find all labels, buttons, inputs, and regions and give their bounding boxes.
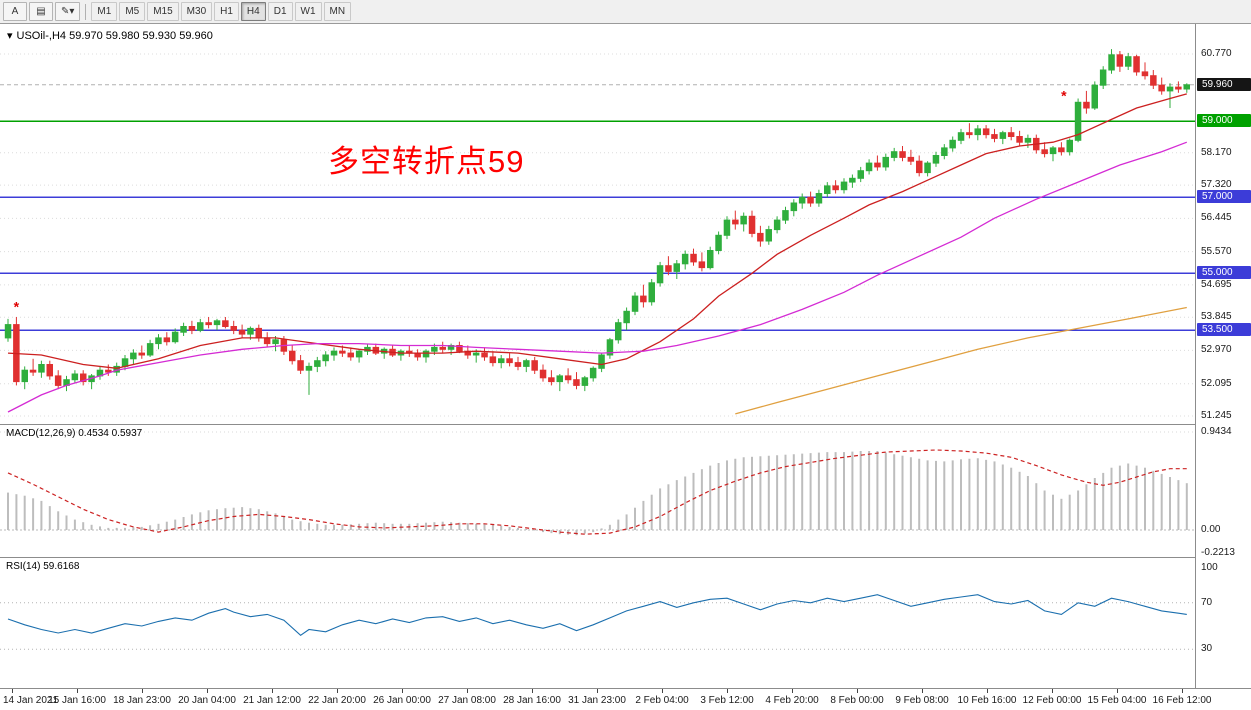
time-axis-label: 9 Feb 08:00 <box>895 695 949 706</box>
price-line-badge-55.000: 55.000 <box>1197 266 1251 280</box>
time-tick <box>402 689 403 693</box>
price-axis-label: 52.095 <box>1201 377 1232 389</box>
price-chart-panel[interactable]: * * <box>0 24 1195 429</box>
time-axis-label: 4 Feb 20:00 <box>765 695 819 706</box>
price-axis-label: 51.245 <box>1201 409 1232 421</box>
rsi-canvas[interactable] <box>0 558 1195 688</box>
svg-text:*: * <box>14 298 20 314</box>
time-axis-label: 15 Jan 16:00 <box>48 695 106 706</box>
rsi-axis-label: 70 <box>1201 596 1213 608</box>
time-axis-label: 2 Feb 04:00 <box>635 695 689 706</box>
time-tick <box>1052 689 1053 693</box>
macd-canvas[interactable] <box>0 425 1195 557</box>
time-tick <box>532 689 533 693</box>
time-tick <box>857 689 858 693</box>
macd-axis-label: 0.00 <box>1201 524 1221 535</box>
time-axis-label: 27 Jan 08:00 <box>438 695 496 706</box>
panel-divider[interactable] <box>0 557 1251 558</box>
timeframe-button-group: M1 M5 M15 M30 H1 H4 D1 W1 MN <box>91 2 352 21</box>
chart-title: ▾ USOil-,H4 59.970 59.980 59.930 59.960 <box>7 29 213 43</box>
time-tick <box>1182 689 1183 693</box>
price-axis-label: 56.445 <box>1201 212 1232 224</box>
tool-button-group: A ▤ ✎▾ <box>3 2 81 21</box>
price-line-badge-57.000: 57.000 <box>1197 190 1251 204</box>
time-tick <box>77 689 78 693</box>
macd-panel[interactable] <box>0 425 1195 562</box>
annotation-text[interactable]: 多空转折点59 <box>328 144 525 179</box>
time-tick <box>597 689 598 693</box>
time-tick <box>12 689 13 693</box>
price-axis-label: 60.770 <box>1201 48 1232 59</box>
time-axis-label: 15 Feb 04:00 <box>1087 695 1147 706</box>
price-axis-label: 57.320 <box>1201 179 1232 191</box>
price-axis-label: 55.570 <box>1201 245 1232 257</box>
time-axis-label: 10 Feb 16:00 <box>957 695 1017 706</box>
time-tick <box>662 689 663 693</box>
time-axis-label: 28 Jan 16:00 <box>503 695 561 706</box>
price-axis-label: 53.845 <box>1201 311 1232 323</box>
timeframe-button-w1[interactable]: W1 <box>294 2 322 21</box>
price-line-badge-59.000: 59.000 <box>1197 114 1251 128</box>
chart-type-tool-button[interactable]: ▤ <box>29 2 53 21</box>
time-tick <box>987 689 988 693</box>
chart-window: * * 60.770 58.170 57.320 56.445 55.570 54.695 5… <box>0 24 1251 710</box>
macd-indicator-label: MACD(12,26,9) 0.4534 0.5937 <box>6 428 143 439</box>
cursor-tool-button[interactable]: A <box>3 2 27 21</box>
time-axis-label: 26 Jan 00:00 <box>373 695 431 706</box>
time-axis-label: 21 Jan 12:00 <box>243 695 301 706</box>
price-line-badge-53.500: 53.500 <box>1197 323 1251 337</box>
rsi-axis-label: 30 <box>1201 643 1213 655</box>
time-axis-label: 12 Feb 00:00 <box>1022 695 1082 706</box>
timeframe-button-h4[interactable]: H4 <box>240 2 266 21</box>
time-axis-label: 16 Feb 12:00 <box>1152 695 1212 706</box>
toolbar: A ▤ ✎▾ M1 M5 M15 M30 H1 H4 D1 W1 MN <box>0 0 1251 24</box>
price-chart-canvas[interactable]: ** <box>0 24 1195 424</box>
timeframe-button-m30[interactable]: M30 <box>180 2 213 21</box>
timeframe-button-mn[interactable]: MN <box>323 2 352 21</box>
macd-axis-label: -0.2213 <box>1201 546 1235 558</box>
rsi-axis-label: 100 <box>1201 562 1218 573</box>
chart-title-text: USOil-,H4 59.970 59.980 59.930 59.960 <box>16 29 213 42</box>
objects-tool-button[interactable]: ✎▾ <box>55 2 81 21</box>
timeframe-button-m5[interactable]: M5 <box>119 2 146 21</box>
current-price-badge-59.960: 59.960 <box>1197 77 1251 91</box>
macd-axis-label: 0.9434 <box>1201 425 1232 437</box>
time-tick <box>922 689 923 693</box>
panel-divider[interactable] <box>0 424 1251 425</box>
time-axis-label: 18 Jan 23:00 <box>113 695 171 706</box>
rsi-panel[interactable] <box>0 558 1195 693</box>
time-tick <box>727 689 728 693</box>
time-tick <box>207 689 208 693</box>
time-axis-label: 3 Feb 12:00 <box>700 695 754 706</box>
price-axis-label: 52.970 <box>1201 344 1232 356</box>
time-axis-label: 8 Feb 00:00 <box>830 695 884 706</box>
time-tick <box>142 689 143 693</box>
price-axis-label: 54.695 <box>1201 278 1232 290</box>
timeframe-button-m15[interactable]: M15 <box>147 2 179 21</box>
svg-text:*: * <box>1061 87 1067 103</box>
timeframe-button-m1[interactable]: M1 <box>91 2 118 21</box>
price-axis-label: 58.170 <box>1201 146 1232 158</box>
timeframe-button-d1[interactable]: D1 <box>267 2 293 21</box>
toolbar-separator <box>85 3 87 20</box>
time-tick <box>272 689 273 693</box>
time-tick <box>337 689 338 693</box>
time-axis-label: 22 Jan 20:00 <box>308 695 366 706</box>
rsi-indicator-label: RSI(14) 59.6168 <box>6 561 80 572</box>
time-tick <box>792 689 793 693</box>
time-axis-label: 14 Jan 2021 <box>3 695 59 706</box>
time-tick <box>1117 689 1118 693</box>
time-axis: 14 Jan 2021 15 Jan 16:00 18 Jan 23:00 20 Ja… <box>0 688 1251 710</box>
time-axis-label: 31 Jan 23:00 <box>568 695 626 706</box>
time-tick <box>467 689 468 693</box>
price-axis: 60.770 58.170 57.320 56.445 55.570 54.695 53.8… <box>1195 24 1251 688</box>
symbol-dropdown-icon[interactable]: ▾ <box>7 30 13 42</box>
time-axis-label: 20 Jan 04:00 <box>178 695 236 706</box>
timeframe-button-h1[interactable]: H1 <box>214 2 239 21</box>
